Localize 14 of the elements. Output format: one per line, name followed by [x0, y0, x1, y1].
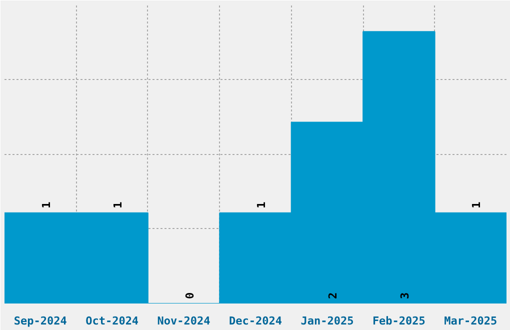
x-tick-label: Jan-2025 — [300, 314, 354, 328]
data-label: 1 — [40, 201, 53, 208]
x-tick-label: Oct-2024 — [86, 314, 139, 328]
x-tick-label: Sep-2024 — [14, 314, 68, 328]
data-label: 1 — [255, 201, 268, 208]
data-label: 1 — [112, 201, 125, 208]
data-label: 1 — [470, 201, 484, 208]
data-label: 3 — [398, 292, 412, 300]
x-tick-label: Mar-2025 — [444, 314, 498, 328]
data-label: 2 — [326, 292, 340, 300]
x-tick-label: Feb-2025 — [372, 314, 426, 328]
x-tick-label: Dec-2024 — [229, 314, 282, 328]
data-label: 0 — [183, 292, 196, 300]
x-tick-label: Nov-2024 — [157, 314, 211, 328]
